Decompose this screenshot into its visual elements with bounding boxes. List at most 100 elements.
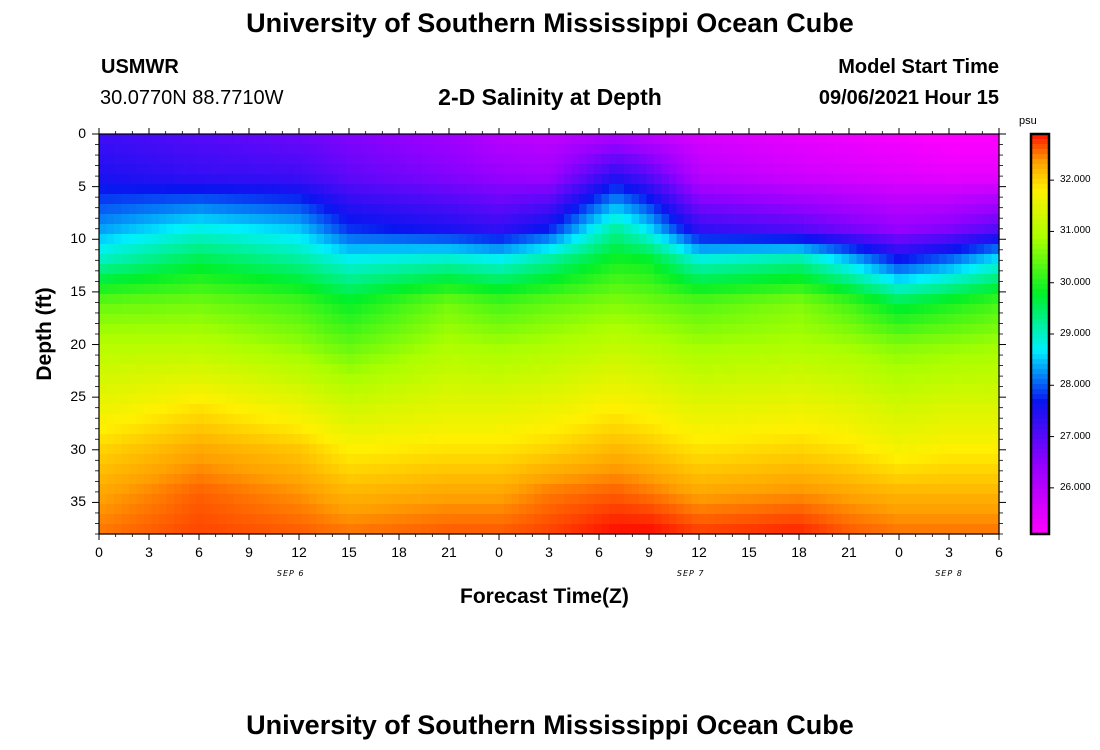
heatmap-cell [736,144,745,155]
heatmap-cell [751,254,760,265]
heatmap-cell [526,524,535,535]
heatmap-cell [99,134,108,145]
heatmap-cell [594,434,603,445]
heatmap-cell [414,254,423,265]
heatmap-cell [481,204,490,215]
heatmap-cell [736,154,745,165]
heatmap-cell [466,384,475,395]
heatmap-cell [646,444,655,455]
heatmap-cell [961,244,970,255]
heatmap-cell [841,354,850,365]
heatmap-cell [864,394,873,405]
heatmap-cell [609,354,618,365]
heatmap-cell [331,504,340,515]
heatmap-cell [241,344,250,355]
heatmap-cell [114,524,123,535]
heatmap-cell [669,424,678,435]
heatmap-cell [789,384,798,395]
heatmap-cell [811,444,820,455]
heatmap-cell [136,214,145,225]
heatmap-cell [661,524,670,535]
heatmap-cell [159,364,168,375]
heatmap-cell [496,314,505,325]
heatmap-cell [646,134,655,145]
heatmap-cell [99,244,108,255]
heatmap-cell [166,444,175,455]
heatmap-cell [436,224,445,235]
heatmap-cell [354,194,363,205]
heatmap-cell [151,144,160,155]
heatmap-cell [354,294,363,305]
heatmap-cell [669,184,678,195]
heatmap-cell [586,144,595,155]
heatmap-cell [346,424,355,435]
heatmap-cell [354,384,363,395]
heatmap-cell [316,404,325,415]
heatmap-cell [489,194,498,205]
heatmap-cell [759,134,768,145]
heatmap-cell [196,444,205,455]
heatmap-cell [361,354,370,365]
heatmap-cell [181,434,190,445]
heatmap-cell [661,324,670,335]
heatmap-cell [309,454,318,465]
heatmap-cell [181,204,190,215]
heatmap-cell [421,464,430,475]
heatmap-cell [759,234,768,245]
heatmap-cell [114,354,123,365]
heatmap-cell [219,174,228,185]
heatmap-cell [204,414,213,425]
heatmap-cell [834,254,843,265]
heatmap-cell [526,424,535,435]
heatmap-cell [639,174,648,185]
heatmap-cell [136,274,145,285]
heatmap-cell [766,234,775,245]
heatmap-cell [646,424,655,435]
heatmap-cell [879,504,888,515]
heatmap-cell [519,504,528,515]
heatmap-cell [879,194,888,205]
heatmap-cell [219,414,228,425]
heatmap-cell [339,474,348,485]
heatmap-cell [279,374,288,385]
heatmap-cell [519,294,528,305]
heatmap-cell [669,264,678,275]
heatmap-cell [504,134,513,145]
heatmap-cell [684,244,693,255]
heatmap-cell [856,254,865,265]
heatmap-cell [99,344,108,355]
heatmap-cell [751,394,760,405]
heatmap-cell [376,384,385,395]
heatmap-cell [601,134,610,145]
heatmap-cell [586,184,595,195]
heatmap-cell [159,404,168,415]
heatmap-cell [759,194,768,205]
heatmap-cell [924,484,933,495]
heatmap-cell [639,164,648,175]
heatmap-cell [309,194,318,205]
heatmap-cell [226,194,235,205]
heatmap-cell [384,344,393,355]
heatmap-cell [646,174,655,185]
heatmap-cell [721,234,730,245]
heatmap-cell [564,514,573,525]
heatmap-cell [406,374,415,385]
heatmap-cell [564,224,573,235]
heatmap-cell [271,264,280,275]
heatmap-cell [451,184,460,195]
heatmap-cell [706,224,715,235]
heatmap-cell [159,484,168,495]
heatmap-cell [564,184,573,195]
heatmap-cell [451,164,460,175]
heatmap-cell [594,424,603,435]
heatmap-cell [361,464,370,475]
heatmap-cell [496,214,505,225]
heatmap-cell [969,424,978,435]
heatmap-cell [466,444,475,455]
heatmap-cell [886,504,895,515]
heatmap-cell [196,424,205,435]
heatmap-cell [796,134,805,145]
heatmap-cell [909,494,918,505]
heatmap-cell [721,254,730,265]
heatmap-cell [504,484,513,495]
